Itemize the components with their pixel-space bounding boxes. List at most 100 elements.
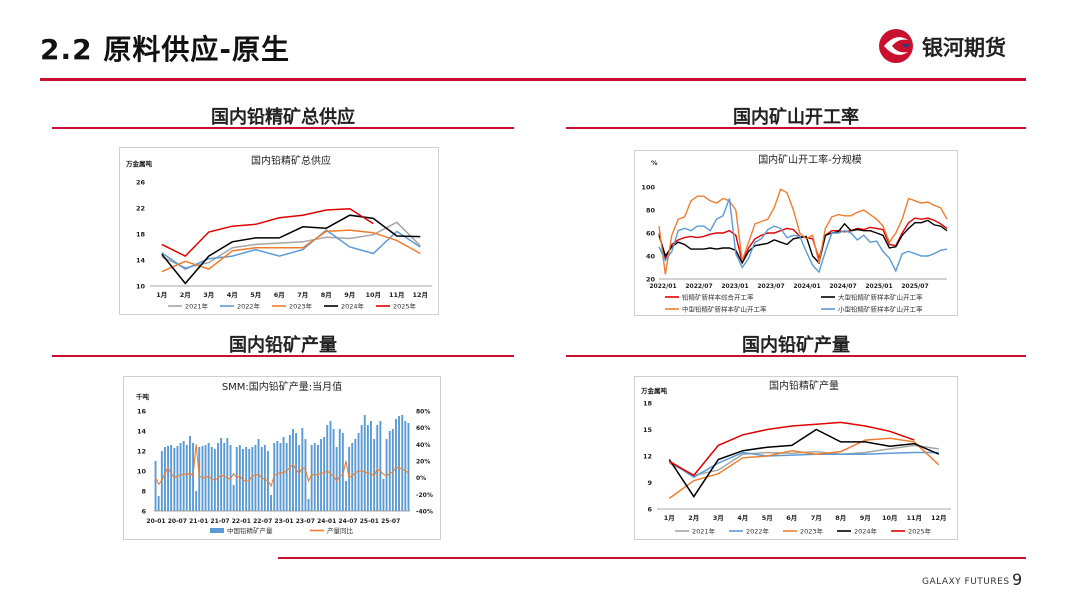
series-line-yoy (155, 444, 409, 488)
x-tick-label: 5月 (250, 291, 261, 299)
series-line-2023年 (161, 229, 421, 273)
bar (235, 447, 238, 511)
x-tick-label: 7月 (811, 514, 822, 522)
bar (391, 429, 394, 511)
bar (354, 439, 357, 511)
chart-total-supply-svg: 国内铅精矿总供应 万金属吨 10 14 18 22 26 1月 2月 3月 4月 5月 6月 7月 8月 9月… (125, 154, 432, 311)
panel-divider (52, 355, 514, 357)
bar (182, 441, 185, 511)
x-tick-label: 2024/01 (793, 283, 820, 290)
bar (263, 445, 266, 511)
bar (335, 447, 338, 511)
x-tick-label: 2023/01 (721, 283, 748, 290)
bar (332, 429, 335, 511)
legend-item-swatch (210, 528, 224, 533)
chart-total-supply: 国内铅精矿总供应 万金属吨 10 14 18 22 26 1月 2月 3月 4月 5月 6月 7月 8月 9月… (119, 147, 439, 315)
x-tick-label: 4月 (227, 291, 238, 299)
y2-tick-label: -20% (416, 492, 433, 499)
bar (329, 421, 332, 511)
series-line-2024年 (668, 428, 940, 498)
y2-tick-label: 20% (416, 459, 430, 466)
x-tick-label: 1月 (664, 514, 675, 522)
legend-item-label: 2024年 (854, 527, 878, 536)
page-title: 2.2 原料供应-原生 (40, 33, 290, 66)
panel-divider (566, 355, 1026, 357)
bar (232, 485, 235, 511)
legend-item-label: 2021年 (185, 302, 209, 311)
bar (285, 443, 288, 511)
y-tick-label: 12 (643, 453, 652, 461)
bar (301, 428, 304, 511)
x-tick-label: 10月 (365, 291, 381, 299)
bar (185, 445, 188, 511)
x-tick-label: 25-01 (360, 518, 379, 525)
bar (320, 439, 322, 511)
chart-mine-utilization-svg: 国内矿山开工率-分规模% 20 40 60 80 100 2022/01 2022/07 202… (641, 153, 948, 314)
legend-item-label: 2021年 (692, 527, 716, 536)
bar (326, 425, 329, 511)
x-tick-label: 2月 (180, 291, 191, 299)
bar (298, 445, 301, 511)
panel-divider (52, 127, 514, 129)
x-tick-label: 2023/07 (757, 283, 784, 290)
x-tick-label: 2月 (688, 514, 699, 522)
y-tick-label: 10 (137, 468, 147, 476)
footer-brand: GALAXY FUTURES (922, 577, 1010, 587)
bar (304, 439, 307, 511)
y-tick-label: 40 (646, 253, 656, 261)
series-line-中型铅精矿新样本矿山开工率 (658, 188, 948, 275)
x-tick-label: 8月 (321, 291, 332, 299)
bar (341, 433, 344, 511)
bar (179, 443, 182, 511)
series-line-小型铅精矿新样本矿山开工率 (658, 198, 948, 274)
bar (223, 443, 226, 511)
x-tick-label: 3月 (203, 291, 214, 299)
x-tick-label: 24-07 (338, 518, 357, 525)
bar (292, 429, 294, 511)
y-tick-label: 10 (136, 283, 146, 291)
bar (167, 446, 169, 511)
bar (251, 447, 254, 511)
y-tick-label: 22 (136, 205, 145, 213)
bar (307, 499, 310, 511)
panel-title-mine-output: 国内铅矿产量 (229, 335, 337, 356)
series-line-2024年 (161, 214, 421, 285)
legend-item-label: 2022年 (746, 527, 770, 536)
bar (401, 415, 404, 511)
x-tick-label: 2024/07 (829, 283, 856, 290)
brand-name: 银河期货 (922, 36, 1006, 60)
bar (282, 437, 285, 511)
y-tick-label: 100 (641, 184, 655, 192)
x-tick-label: 2022/01 (649, 283, 676, 290)
bar (407, 423, 410, 511)
y-tick-label: 16 (137, 408, 147, 416)
bar (404, 421, 407, 511)
x-tick-label: 21-07 (210, 518, 229, 525)
x-tick-label: 8月 (835, 514, 846, 522)
bar (360, 425, 363, 511)
y-tick-label: 8 (141, 488, 146, 496)
bar (398, 416, 400, 511)
bar (270, 495, 272, 511)
bar (376, 425, 379, 511)
y2-tick-label: 60% (416, 425, 430, 432)
series-line-大型铅精矿新样本矿山开工率 (658, 219, 948, 265)
series-line-铅精矿新样本综合开工率 (658, 217, 948, 264)
y-tick-label: 15 (643, 426, 653, 434)
bar (173, 448, 176, 511)
legend-item-label: 2023年 (800, 527, 824, 536)
bar (382, 479, 385, 511)
bar (229, 445, 232, 511)
bar (198, 447, 201, 511)
bar (370, 421, 372, 511)
bar (226, 438, 229, 511)
chart-mine-output-bar: SMM:国内铅矿产量:当月值 千吨 6 8 10 12 14 16 -40% -20% 0% 20% 4… (123, 376, 441, 540)
bar (366, 425, 369, 511)
x-tick-label: 5月 (762, 514, 773, 522)
x-tick-label: 3月 (713, 514, 724, 522)
bar (388, 431, 391, 511)
bar (348, 447, 351, 511)
y-tick-label: 18 (136, 231, 146, 239)
series-line-2025年 (668, 421, 915, 477)
bar (385, 439, 388, 511)
